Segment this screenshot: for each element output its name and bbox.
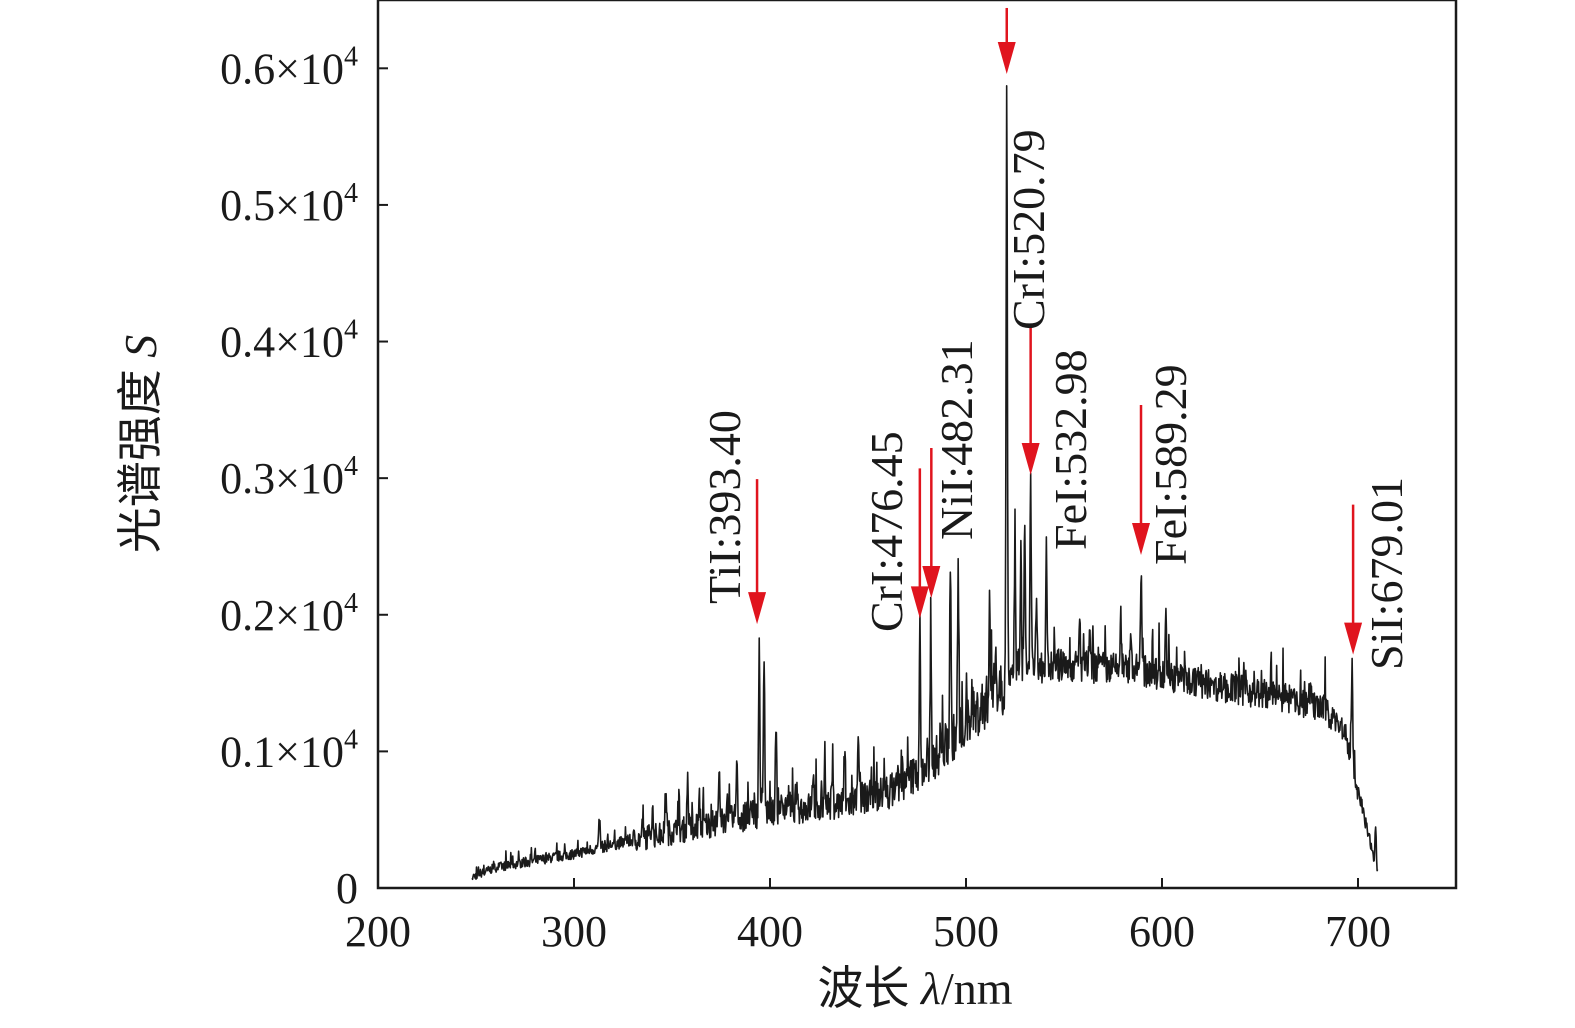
x-tick-label: 400 (737, 907, 803, 956)
x-axis: 200 300 400 500 600 700 (345, 878, 1391, 956)
y-tick-exponent: 4 (344, 451, 358, 482)
y-tick-label: 0.2×104 (220, 588, 358, 640)
x-axis-title-var: λ (919, 963, 941, 1014)
arrow-head (1344, 622, 1363, 655)
peak-label: TiI:393.40 (699, 410, 750, 604)
spectrum-line (471, 85, 1379, 881)
y-axis-title-var: S (115, 335, 166, 358)
y-tick-mantissa: 0.3×10 (220, 454, 344, 503)
y-axis: 00.1×1040.2×1040.3×1040.4×1040.5×1040.6×… (220, 41, 388, 913)
peak-label: SiI:679.01 (1361, 477, 1412, 670)
y-tick-mantissa: 0 (336, 864, 358, 913)
y-tick-label: 0.5×104 (220, 178, 358, 230)
peak-label: FeI:589.29 (1145, 364, 1196, 565)
x-tick-label: 600 (1129, 907, 1195, 956)
peak-label: NiI:482.31 (931, 339, 982, 540)
y-tick-exponent: 4 (344, 41, 358, 72)
y-tick-exponent: 4 (344, 178, 358, 209)
y-tick-mantissa: 0.5×10 (220, 181, 344, 230)
y-tick-exponent: 4 (344, 724, 358, 755)
peak-labels: TiI:393.40 CrI:476.45 NiI:482.31 CrI:520.79… (699, 129, 1412, 670)
peak-label: CrI:520.79 (1003, 129, 1054, 330)
x-tick-label: 500 (933, 907, 999, 956)
y-tick-exponent: 4 (344, 588, 358, 619)
y-axis-title-cn: 光谱强度 (115, 369, 166, 553)
y-tick-label: 0.1×104 (220, 724, 358, 776)
x-axis-title-cn: 波长 (818, 963, 910, 1014)
x-axis-title: 波长 λ/nm (818, 963, 1013, 1014)
arrow-head (1021, 442, 1040, 475)
x-tick-label: 700 (1325, 907, 1391, 956)
y-tick-exponent: 4 (344, 315, 358, 346)
y-axis-title: 光谱强度 S (115, 335, 166, 554)
peak-arrows (748, 7, 1363, 655)
arrow-head (997, 41, 1016, 74)
arrow-head (1132, 522, 1151, 555)
x-tick-label: 200 (345, 907, 411, 956)
peak-label: FeI:532.98 (1045, 349, 1096, 550)
y-tick-mantissa: 0.6×10 (220, 44, 344, 93)
y-tick-label: 0.3×104 (220, 451, 358, 503)
x-tick-label: 300 (541, 907, 607, 956)
arrow-head (910, 586, 929, 619)
y-tick-label: 0.6×104 (220, 41, 358, 93)
x-axis-title-unit: /nm (941, 963, 1013, 1014)
arrow-head (748, 592, 767, 625)
plot-frame (376, 0, 1458, 890)
y-tick-mantissa: 0.4×10 (220, 318, 344, 367)
y-tick-mantissa: 0.2×10 (220, 591, 344, 640)
y-tick-mantissa: 0.1×10 (220, 727, 344, 776)
y-tick-label: 0 (336, 864, 358, 913)
arrow-head (922, 565, 941, 598)
peak-label: CrI:476.45 (861, 431, 912, 632)
y-tick-label: 0.4×104 (220, 315, 358, 367)
